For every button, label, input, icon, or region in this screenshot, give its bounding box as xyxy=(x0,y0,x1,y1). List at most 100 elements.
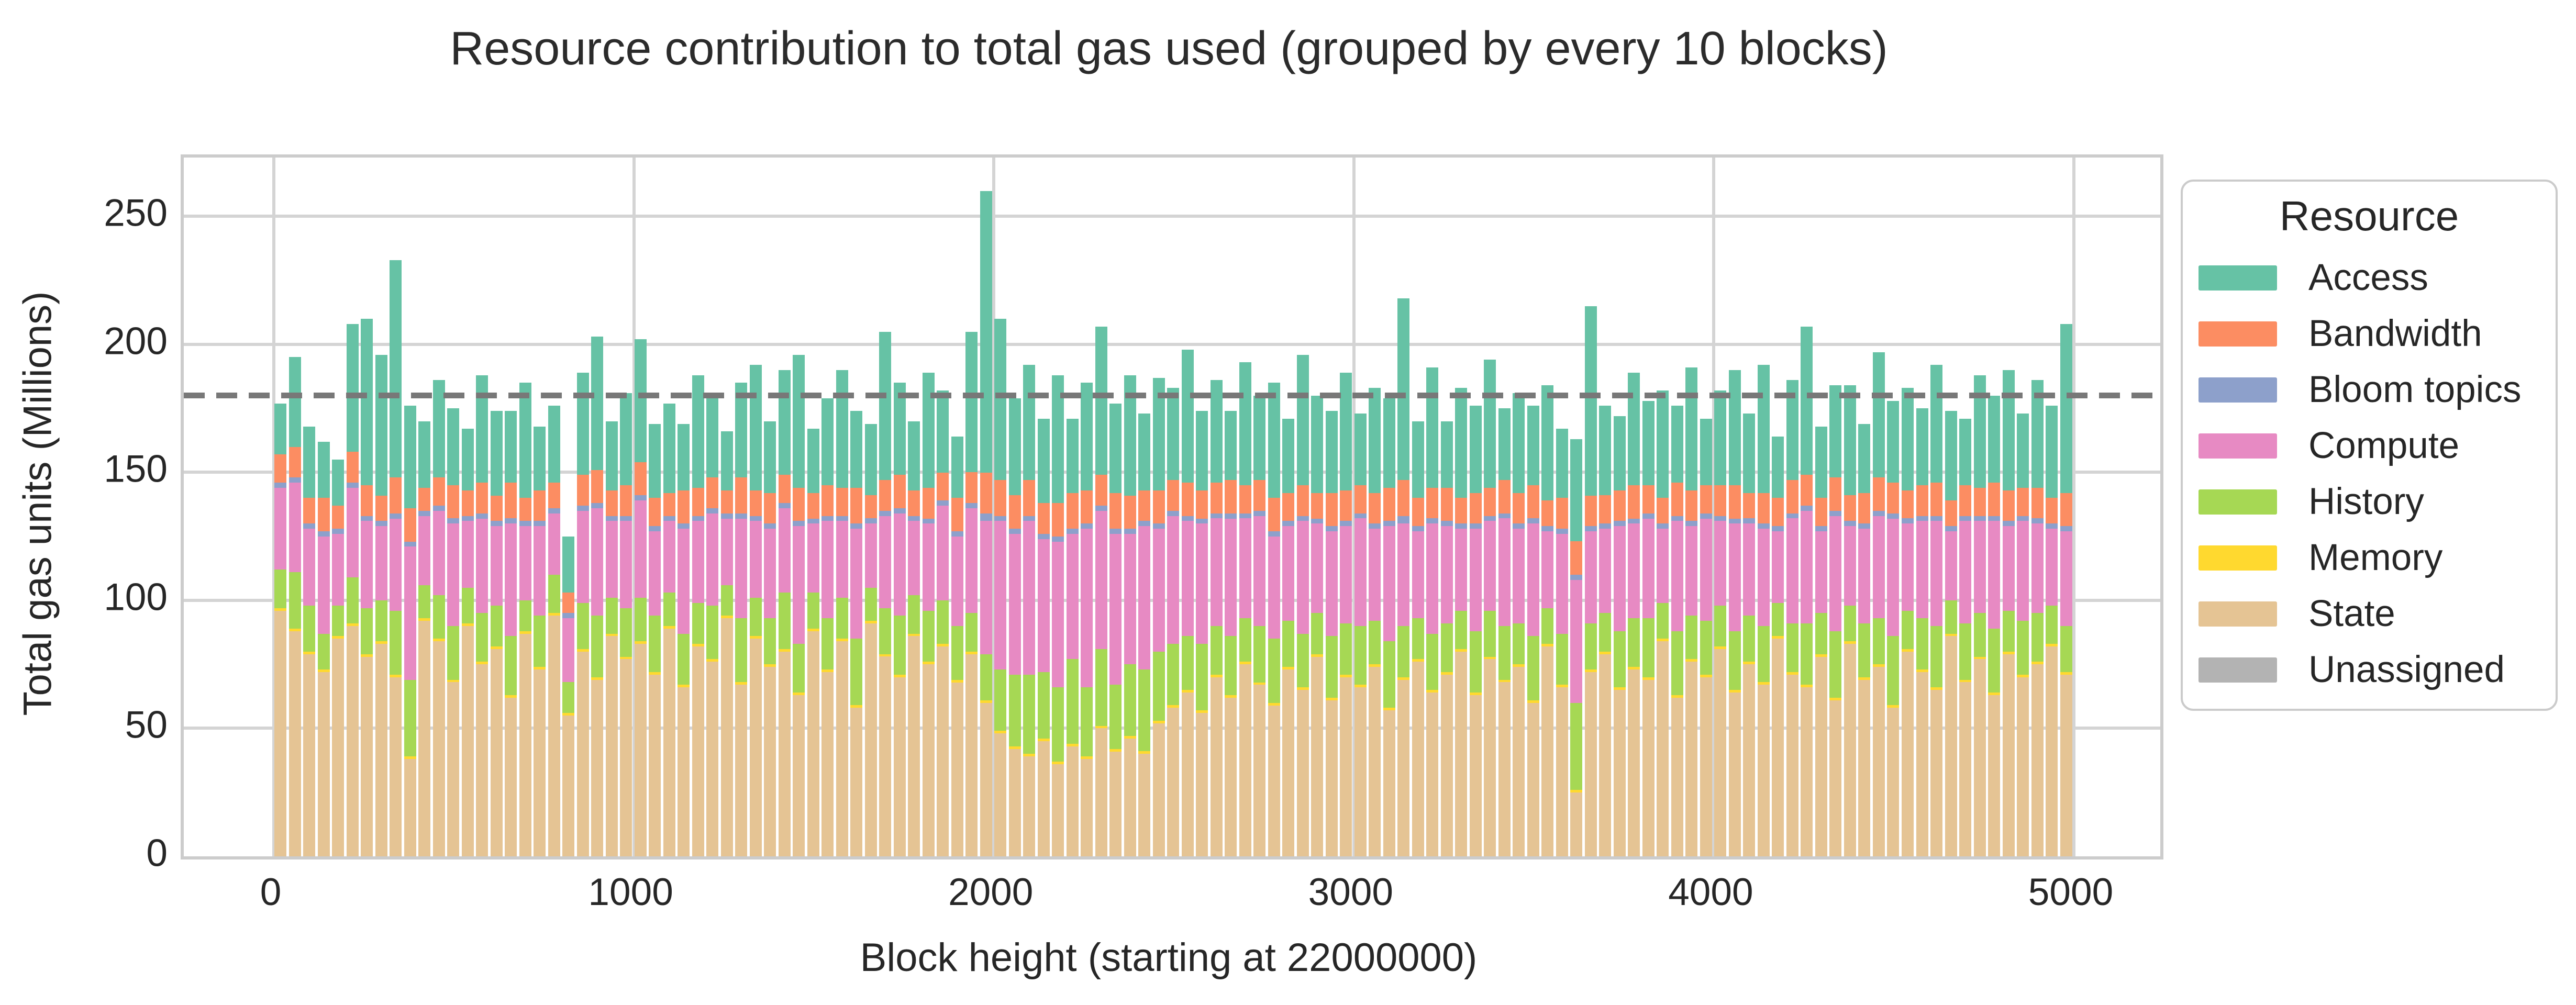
bar-segment-bloom-topics xyxy=(1052,536,1064,542)
bar-segment-bloom-topics xyxy=(1325,526,1338,531)
bar-segment-state xyxy=(1296,690,1309,856)
legend-swatch-access xyxy=(2199,265,2277,291)
bar-segment-bloom-topics xyxy=(1138,521,1151,527)
bar-segment-memory xyxy=(1037,739,1050,741)
bar-segment-bandwidth xyxy=(1138,490,1151,521)
bar-segment-bandwidth xyxy=(1700,485,1712,513)
bar-segment-bloom-topics xyxy=(1469,523,1482,529)
bar-segment-access xyxy=(1008,398,1021,496)
bar-group xyxy=(749,365,762,857)
bar-segment-history xyxy=(361,608,373,654)
bar-segment-bloom-topics xyxy=(937,500,949,506)
bar-segment-state xyxy=(1008,749,1021,856)
bar-segment-compute xyxy=(1902,523,1914,611)
bar-segment-memory xyxy=(2017,674,2029,677)
bar-segment-compute xyxy=(1181,521,1194,636)
bar-group xyxy=(980,191,992,856)
bar-segment-state xyxy=(1455,651,1468,856)
bar-segment-bandwidth xyxy=(778,475,791,504)
bar-segment-access xyxy=(1613,416,1626,490)
bar-segment-memory xyxy=(937,644,949,646)
bar-segment-bloom-topics xyxy=(1124,529,1136,534)
bar-segment-memory xyxy=(1484,656,1496,660)
bar-segment-access xyxy=(1152,377,1165,490)
bar-segment-bandwidth xyxy=(1815,498,1827,527)
bar-segment-history xyxy=(461,587,474,624)
bar-segment-memory xyxy=(404,756,416,760)
bar-segment-bloom-topics xyxy=(2060,526,2072,531)
bar-segment-history xyxy=(390,610,402,675)
bar-segment-bandwidth xyxy=(706,477,719,508)
bar-segment-bandwidth xyxy=(1988,483,2000,516)
bar-segment-memory xyxy=(1973,656,1986,660)
bar-segment-compute xyxy=(850,529,863,639)
bar-segment-state xyxy=(1340,677,1352,856)
bar-segment-access xyxy=(1325,411,1338,493)
bar-segment-compute xyxy=(1311,523,1324,613)
bar-segment-compute xyxy=(1570,579,1583,703)
bar-segment-history xyxy=(1124,664,1136,736)
bar-segment-bandwidth xyxy=(879,480,892,511)
bar-segment-bloom-topics xyxy=(1340,521,1352,527)
bar-segment-memory xyxy=(1455,649,1468,652)
legend-swatch-unassigned xyxy=(2199,657,2277,683)
bar-segment-memory xyxy=(1296,687,1309,690)
bar-segment-history xyxy=(1613,631,1626,688)
bar-segment-bloom-topics xyxy=(1685,521,1698,527)
bar-segment-access xyxy=(317,441,330,498)
bar-segment-history xyxy=(807,593,819,629)
bar-segment-bandwidth xyxy=(1642,485,1655,513)
bar-segment-state xyxy=(879,656,892,856)
bar-segment-bandwidth xyxy=(432,477,445,506)
bar-segment-access xyxy=(1570,439,1583,542)
bar-segment-memory xyxy=(534,667,546,670)
bar-group xyxy=(1541,385,1554,856)
bar-segment-bloom-topics xyxy=(274,483,286,488)
bar-segment-bandwidth xyxy=(1282,493,1295,521)
bar-segment-access xyxy=(1902,388,1914,490)
bar-segment-bandwidth xyxy=(404,508,416,542)
bar-segment-history xyxy=(678,633,690,685)
bar-group xyxy=(1484,360,1496,856)
legend-swatch-bandwidth xyxy=(2199,321,2277,347)
bar-segment-history xyxy=(1757,626,1770,683)
bar-segment-access xyxy=(562,536,575,593)
bar-group xyxy=(1081,383,1093,856)
bar-segment-access xyxy=(692,375,704,488)
bar-segment-bandwidth xyxy=(534,490,546,521)
bar-segment-bandwidth xyxy=(980,472,992,513)
bar-segment-access xyxy=(2002,370,2015,490)
bar-group xyxy=(937,390,949,856)
bar-group xyxy=(432,380,445,856)
bar-segment-bloom-topics xyxy=(1628,518,1640,524)
bar-segment-memory xyxy=(1052,762,1064,764)
bar-segment-state xyxy=(505,697,517,856)
bar-segment-bandwidth xyxy=(1124,495,1136,529)
bar-group xyxy=(965,331,978,856)
bar-segment-bloom-topics xyxy=(1844,521,1856,527)
bar-segment-memory xyxy=(505,695,517,698)
bar-segment-bloom-topics xyxy=(346,483,359,488)
bar-segment-bandwidth xyxy=(678,490,690,524)
bar-group xyxy=(404,406,416,856)
bar-segment-state xyxy=(951,682,963,857)
bar-segment-access xyxy=(1311,395,1324,493)
bar-segment-access xyxy=(1945,411,1957,501)
bar-segment-memory xyxy=(922,662,935,665)
bar-segment-memory xyxy=(1671,695,1683,698)
bar-segment-compute xyxy=(1239,518,1251,619)
bar-segment-compute xyxy=(706,513,719,606)
bar-segment-bandwidth xyxy=(1181,483,1194,516)
bar-segment-history xyxy=(1988,628,2000,693)
bar-segment-state xyxy=(2046,646,2058,856)
bar-segment-state xyxy=(2002,654,2015,856)
bar-segment-bloom-topics xyxy=(749,516,762,521)
bar-segment-state xyxy=(1858,679,1871,856)
bar-segment-history xyxy=(1930,626,1942,688)
bar-group xyxy=(505,411,517,856)
bar-segment-bandwidth xyxy=(864,495,877,519)
bar-segment-bloom-topics xyxy=(505,518,517,524)
bar-segment-memory xyxy=(1498,679,1511,683)
bar-segment-state xyxy=(1714,649,1727,856)
bar-segment-access xyxy=(361,319,373,485)
